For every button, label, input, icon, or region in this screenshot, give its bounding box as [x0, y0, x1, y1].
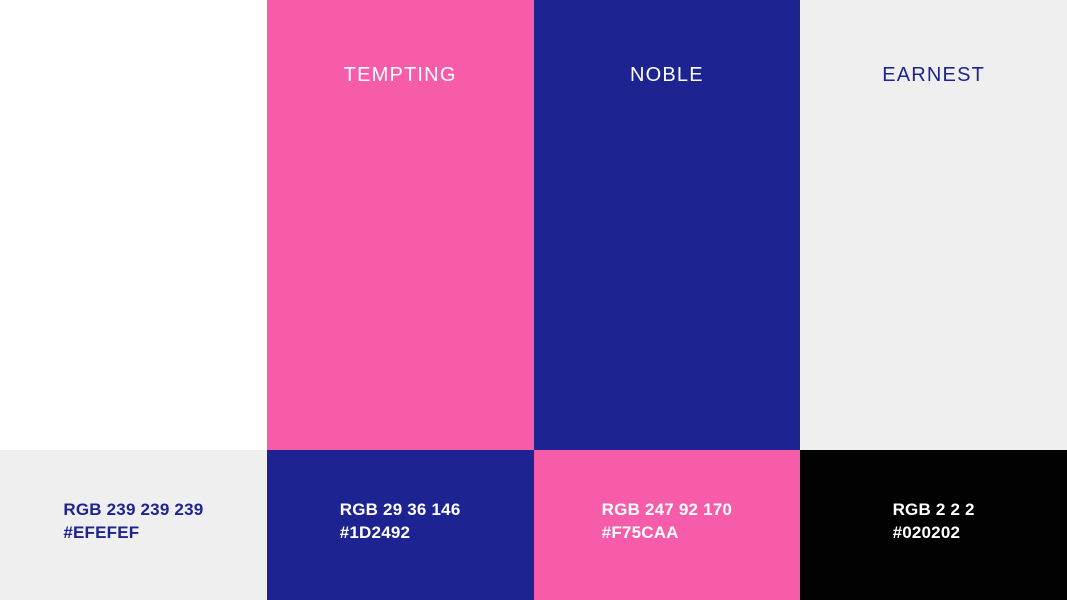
color-codes: RGB 29 36 146 #1D2492	[340, 498, 461, 544]
palette-column-tempting: TEMPTING RGB 29 36 146 #1D2492	[266, 0, 534, 600]
hex-value: #EFEFEF	[63, 523, 140, 542]
color-code-strip: RGB 2 2 2 #020202	[800, 450, 1067, 600]
color-code-strip: RGB 247 92 170 #F75CAA	[533, 450, 801, 600]
swatch-gray: EARNEST	[800, 0, 1067, 450]
color-codes: RGB 2 2 2 #020202	[893, 498, 975, 544]
swatch-name: NOBLE	[629, 64, 704, 86]
rgb-value: RGB 2 2 2	[892, 500, 975, 519]
palette-column-noble: NOBLE RGB 247 92 170 #F75CAA	[533, 0, 801, 600]
palette-column-earnest: EARNEST RGB 2 2 2 #020202	[800, 0, 1067, 600]
hex-value: #1D2492	[339, 523, 411, 542]
rgb-value: RGB 29 36 146	[339, 500, 461, 519]
swatch-pink: TEMPTING	[266, 0, 534, 450]
color-code-strip: RGB 29 36 146 #1D2492	[266, 450, 534, 600]
palette-column-efefef: RGB 239 239 239 #EFEFEF	[0, 0, 267, 600]
swatch-name: EARNEST	[882, 64, 986, 86]
rgb-value: RGB 239 239 239	[63, 500, 204, 519]
rgb-value: RGB 247 92 170	[601, 500, 733, 519]
color-code-strip: RGB 239 239 239 #EFEFEF	[0, 450, 267, 600]
swatch-white	[0, 0, 267, 450]
swatch-name: TEMPTING	[343, 64, 457, 86]
hex-value: #020202	[892, 523, 961, 542]
color-codes: RGB 247 92 170 #F75CAA	[602, 498, 732, 544]
swatch-blue: NOBLE	[533, 0, 801, 450]
hex-value: #F75CAA	[601, 523, 679, 542]
color-codes: RGB 239 239 239 #EFEFEF	[63, 498, 203, 544]
